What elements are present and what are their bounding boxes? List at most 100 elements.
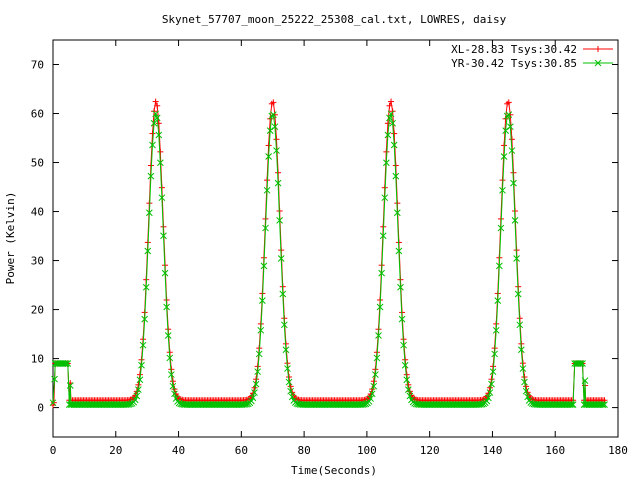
- data-point: [65, 401, 73, 409]
- data-point: [442, 401, 450, 409]
- data-point: [373, 354, 381, 362]
- data-point: [452, 401, 459, 409]
- data-point: [266, 127, 274, 134]
- data-point: [593, 401, 601, 409]
- data-point: [265, 142, 272, 149]
- data-point: [95, 401, 103, 409]
- data-point: [370, 382, 378, 390]
- data-point: [73, 401, 81, 409]
- data-point: [456, 401, 464, 409]
- legend-marker-yr: [594, 59, 602, 67]
- data-point: [583, 401, 591, 409]
- data-point: [367, 395, 375, 402]
- y-axis-label: Power (Kelvin): [4, 192, 17, 285]
- data-point: [318, 401, 326, 409]
- data-point: [269, 111, 277, 118]
- data-point: [280, 321, 288, 329]
- data-point: [395, 247, 403, 255]
- data-point: [156, 159, 164, 167]
- data-point: [538, 401, 546, 409]
- data-point: [152, 98, 159, 105]
- data-point: [461, 401, 469, 409]
- data-point: [232, 401, 240, 409]
- data-point: [200, 401, 208, 409]
- data-point: [196, 401, 203, 409]
- data-point: [146, 209, 153, 217]
- data-point: [585, 401, 593, 409]
- data-point: [596, 401, 604, 409]
- data-point: [312, 401, 320, 409]
- data-point: [342, 401, 349, 409]
- data-point: [265, 153, 272, 160]
- data-point: [204, 401, 211, 409]
- data-point: [491, 350, 498, 358]
- y-tick-label: 30: [31, 255, 44, 268]
- data-point: [54, 360, 62, 367]
- data-point: [423, 401, 431, 409]
- data-point: [154, 102, 161, 109]
- data-point: [75, 401, 83, 409]
- data-point: [169, 382, 177, 390]
- data-point: [102, 401, 109, 409]
- data-point: [207, 401, 214, 409]
- x-axis-label: Time(Seconds): [291, 464, 377, 477]
- data-point: [185, 401, 192, 409]
- data-point: [494, 297, 502, 305]
- data-point: [257, 326, 265, 334]
- data-point: [202, 401, 210, 409]
- data-point: [448, 401, 456, 409]
- data-point: [133, 392, 141, 400]
- data-point: [251, 389, 258, 396]
- data-point: [144, 247, 152, 255]
- data-point: [255, 350, 263, 358]
- data-point: [517, 346, 525, 354]
- data-point: [309, 401, 316, 409]
- data-point: [279, 290, 287, 298]
- data-point: [197, 401, 205, 409]
- y-tick-label: 0: [37, 402, 44, 415]
- data-point: [326, 401, 334, 409]
- legend-label-yr: YR-30.42 Tsys:30.85: [451, 57, 577, 70]
- data-point: [588, 401, 596, 409]
- data-point: [103, 401, 111, 409]
- series-yr: [49, 110, 608, 409]
- data-point: [346, 401, 354, 409]
- x-tick-label: 180: [608, 444, 628, 457]
- data-point: [508, 147, 516, 154]
- data-point: [590, 401, 597, 409]
- data-point: [160, 232, 167, 240]
- data-point: [566, 401, 574, 409]
- data-point: [549, 401, 557, 409]
- data-point: [488, 380, 495, 388]
- data-point: [211, 401, 219, 409]
- data-point: [565, 401, 572, 409]
- data-point: [91, 401, 98, 409]
- data-point: [558, 401, 566, 409]
- legend: XL-28.83 Tsys:30.42 YR-30.42 Tsys:30.85: [451, 43, 613, 70]
- y-tick-label: 50: [31, 157, 44, 170]
- data-point: [343, 401, 351, 409]
- data-point: [199, 401, 207, 409]
- data-point: [100, 401, 108, 409]
- data-point: [98, 401, 106, 409]
- data-point: [522, 387, 530, 395]
- data-point: [439, 401, 447, 409]
- data-point: [350, 401, 357, 409]
- data-point: [61, 360, 68, 367]
- data-point: [508, 136, 515, 143]
- data-point: [259, 297, 266, 305]
- x-tick-label: 20: [109, 444, 122, 457]
- data-point: [601, 397, 608, 404]
- data-point: [437, 401, 445, 409]
- data-point: [430, 401, 437, 409]
- data-point: [497, 224, 505, 232]
- data-point: [83, 401, 90, 409]
- data-point: [552, 401, 560, 409]
- data-point: [550, 401, 558, 409]
- data-point: [390, 141, 398, 149]
- data-point: [317, 401, 324, 409]
- data-point: [431, 401, 439, 409]
- series-line: [52, 111, 605, 406]
- data-point: [516, 321, 524, 329]
- data-point: [455, 401, 462, 409]
